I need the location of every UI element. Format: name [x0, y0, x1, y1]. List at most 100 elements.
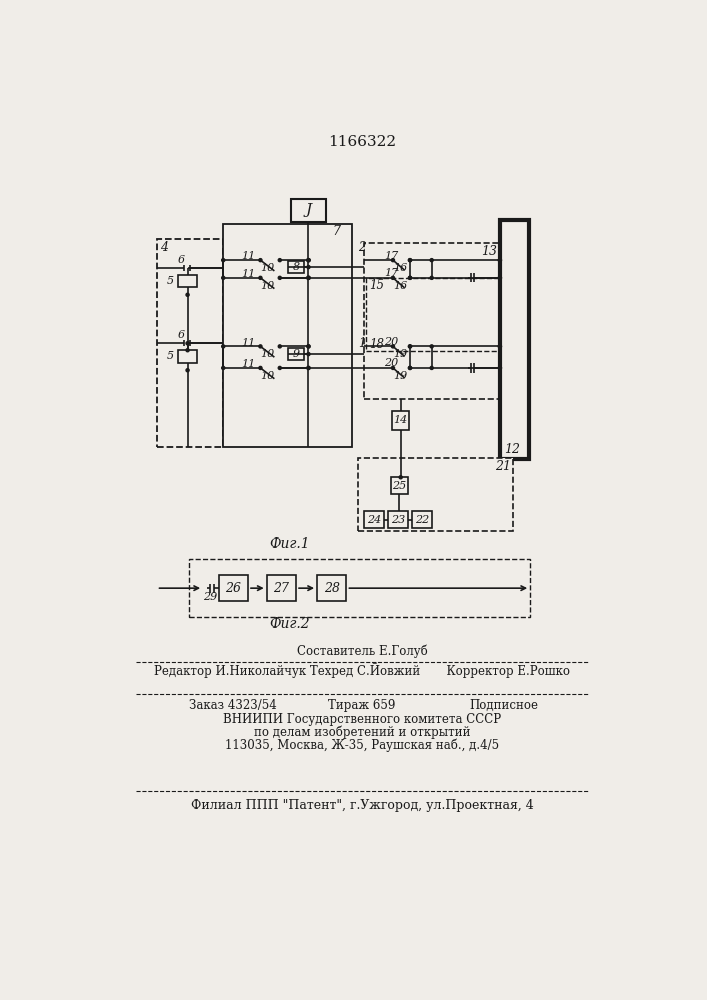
Circle shape: [307, 276, 310, 279]
Text: ВНИИПИ Государственного комитета СССР: ВНИИПИ Государственного комитета СССР: [223, 713, 501, 726]
Circle shape: [222, 259, 225, 262]
Bar: [363, 243, 499, 399]
Text: 28: 28: [324, 582, 340, 595]
Text: 18: 18: [369, 338, 384, 351]
Circle shape: [307, 353, 310, 356]
Text: 4: 4: [160, 241, 168, 254]
Circle shape: [222, 345, 225, 348]
Text: 6: 6: [178, 330, 185, 340]
Circle shape: [279, 366, 281, 369]
Circle shape: [409, 276, 411, 279]
Bar: [189, 559, 530, 617]
Text: 10: 10: [260, 281, 275, 291]
Text: 10: 10: [260, 349, 275, 359]
Text: по делам изобретений и открытий: по делам изобретений и открытий: [254, 725, 470, 739]
Text: 13: 13: [481, 245, 498, 258]
Text: 29: 29: [203, 592, 217, 602]
Circle shape: [279, 345, 281, 348]
Text: 10: 10: [260, 263, 275, 273]
Bar: [291, 199, 327, 222]
Circle shape: [259, 276, 262, 279]
Bar: [388, 511, 409, 528]
Circle shape: [498, 345, 501, 348]
Circle shape: [498, 259, 501, 262]
Bar: [156, 239, 223, 447]
Text: J: J: [305, 203, 312, 217]
Circle shape: [186, 349, 189, 352]
Circle shape: [307, 259, 310, 262]
Text: Тираж 659: Тираж 659: [328, 699, 396, 712]
Circle shape: [307, 276, 310, 279]
Text: Составитель Е.Голуб: Составитель Е.Голуб: [296, 645, 427, 658]
Text: 20: 20: [385, 337, 399, 347]
Text: Подписное: Подписное: [469, 699, 538, 712]
Text: 27: 27: [274, 582, 289, 595]
Text: 11: 11: [241, 338, 255, 348]
Bar: [288, 348, 304, 360]
Circle shape: [392, 259, 395, 262]
Text: 21: 21: [496, 460, 512, 473]
Circle shape: [430, 259, 433, 262]
Circle shape: [392, 276, 395, 279]
Bar: [412, 511, 433, 528]
Circle shape: [430, 345, 433, 348]
Text: 15: 15: [369, 279, 384, 292]
Bar: [364, 511, 385, 528]
Text: Филиал ППП "Патент", г.Ужгород, ул.Проектная, 4: Филиал ППП "Патент", г.Ужгород, ул.Проек…: [191, 799, 533, 812]
Circle shape: [409, 276, 411, 279]
Circle shape: [279, 259, 281, 262]
Text: Фиг.2: Фиг.2: [269, 617, 310, 631]
Text: 7: 7: [332, 225, 340, 238]
Bar: [392, 411, 409, 430]
Text: 17: 17: [385, 251, 399, 261]
Circle shape: [409, 345, 411, 348]
Circle shape: [307, 259, 310, 262]
Text: 11: 11: [241, 251, 255, 261]
Text: 113035, Москва, Ж-35, Раушская наб., д.4/5: 113035, Москва, Ж-35, Раушская наб., д.4…: [225, 738, 499, 752]
Circle shape: [279, 276, 281, 279]
Circle shape: [222, 276, 225, 279]
Circle shape: [430, 366, 433, 369]
Circle shape: [392, 345, 395, 348]
Circle shape: [498, 366, 501, 369]
Circle shape: [409, 259, 411, 262]
Circle shape: [409, 345, 411, 348]
Circle shape: [259, 366, 262, 369]
Text: 19: 19: [393, 349, 407, 359]
Bar: [178, 275, 197, 287]
Circle shape: [498, 276, 501, 279]
Text: 2: 2: [358, 241, 366, 254]
Bar: [358, 458, 513, 531]
Text: Фиг.1: Фиг.1: [269, 536, 310, 550]
Bar: [391, 477, 408, 494]
Bar: [178, 350, 197, 363]
Text: 17: 17: [385, 268, 399, 278]
Text: 16: 16: [393, 263, 407, 273]
Circle shape: [498, 366, 501, 369]
Circle shape: [307, 259, 310, 262]
Text: 16: 16: [393, 281, 407, 291]
Text: 10: 10: [260, 371, 275, 381]
Text: 14: 14: [394, 415, 408, 425]
Circle shape: [307, 366, 310, 369]
Text: 11: 11: [241, 269, 255, 279]
Text: 26: 26: [226, 582, 241, 595]
Circle shape: [186, 293, 189, 296]
Text: 25: 25: [392, 481, 407, 491]
Circle shape: [498, 276, 501, 279]
Text: 23: 23: [391, 515, 406, 525]
Text: 20: 20: [385, 358, 399, 368]
Bar: [223, 224, 352, 447]
Text: 11: 11: [241, 359, 255, 369]
Bar: [317, 575, 346, 601]
Circle shape: [307, 266, 310, 269]
Circle shape: [409, 366, 411, 369]
Circle shape: [409, 259, 411, 262]
Text: 22: 22: [415, 515, 430, 525]
Text: 12: 12: [504, 443, 520, 456]
Circle shape: [498, 259, 501, 262]
Text: 1: 1: [358, 337, 366, 350]
Circle shape: [186, 342, 189, 345]
Text: 1166322: 1166322: [328, 135, 396, 149]
Text: Заказ 4323/54: Заказ 4323/54: [189, 699, 277, 712]
